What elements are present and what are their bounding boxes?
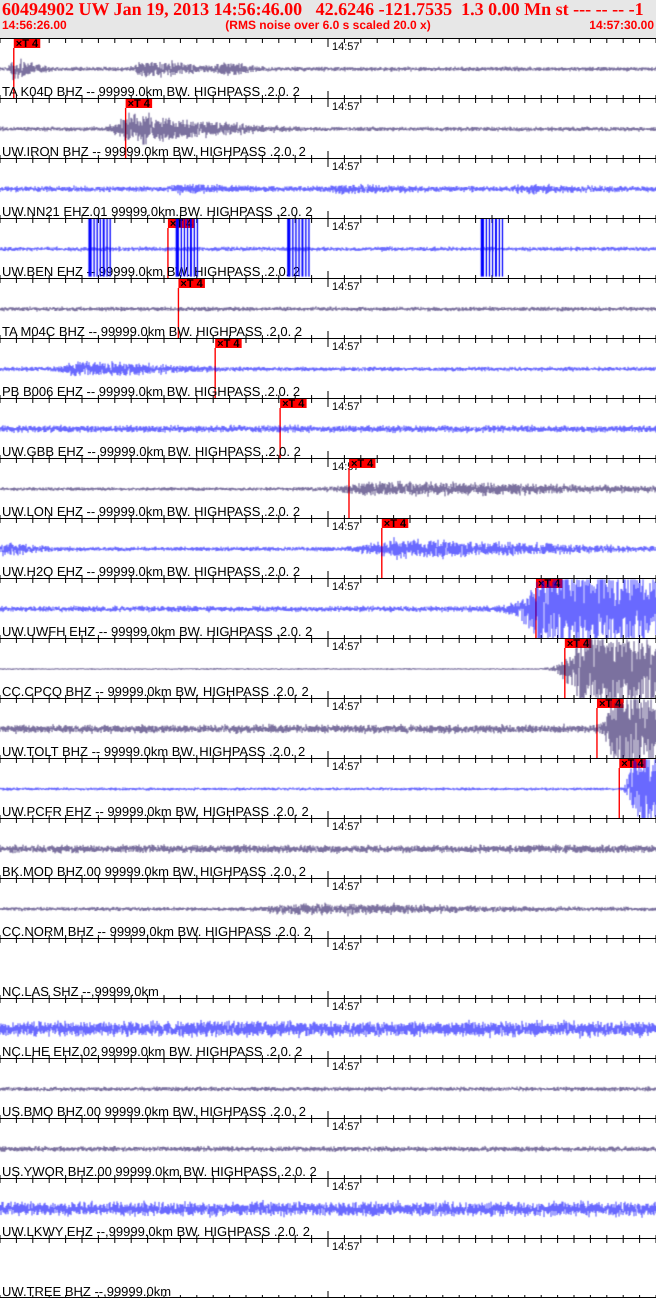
svg-text:UW.TREE BHZ --,99999.0km: UW.TREE BHZ --,99999.0km xyxy=(2,1284,171,1298)
svg-text:NC.LAS SHZ --,99999.0km: NC.LAS SHZ --,99999.0km xyxy=(2,984,159,999)
svg-text:14:57: 14:57 xyxy=(332,1241,360,1253)
svg-text:14:57: 14:57 xyxy=(332,941,360,953)
